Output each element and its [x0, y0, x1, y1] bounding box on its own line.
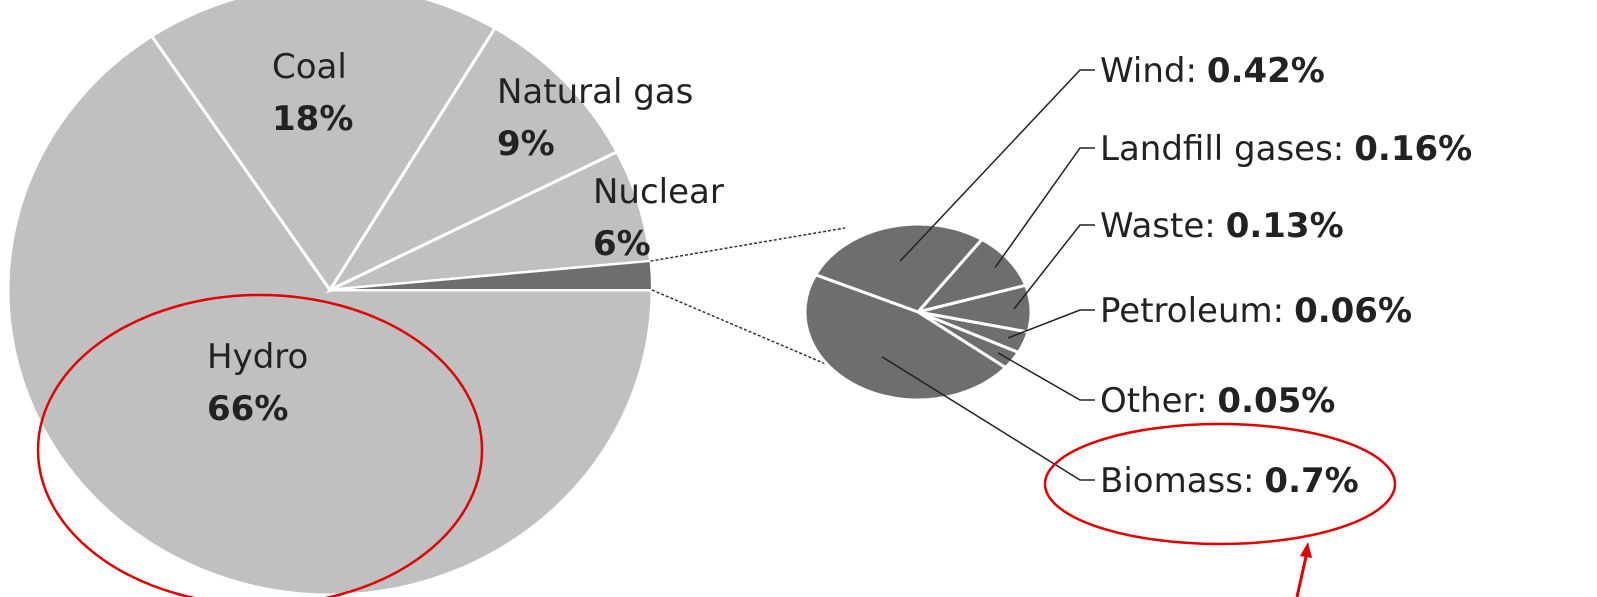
slice-value: 18% [272, 99, 353, 139]
slice-value: 0.7% [1264, 461, 1358, 501]
slice-value: 0.42% [1207, 51, 1325, 91]
slice-value: 66% [207, 389, 288, 429]
slice-label: Natural gas [497, 72, 693, 112]
main-pie [6, 0, 654, 597]
category-name: Other: [1100, 381, 1207, 421]
category-name: Waste: [1100, 206, 1216, 246]
pie-slice [149, 0, 498, 293]
slice-value: 0.05% [1217, 381, 1335, 421]
slice-label: Hydro [207, 337, 308, 377]
category-name: Petroleum: [1100, 291, 1284, 331]
leader-line [881, 356, 1095, 481]
slice-label: Coal [272, 47, 347, 87]
slice-value: 0.06% [1294, 291, 1412, 331]
arrow-head [1300, 542, 1312, 558]
slice-label: Petroleum: 0.06% [1100, 291, 1412, 331]
pie-slice [6, 34, 654, 597]
leader-line [994, 147, 1095, 268]
pie-slice [325, 26, 620, 294]
category-name: Landfill gases: [1100, 129, 1344, 169]
slice-value: 6% [593, 224, 651, 264]
slice-label: Other: 0.05% [1100, 381, 1335, 421]
secondary-pie [650, 222, 1033, 402]
pie-slice [803, 272, 1008, 402]
arrow [1295, 551, 1309, 597]
slice-value: 0.13% [1226, 206, 1344, 246]
slice-label: Biomass: 0.7% [1100, 461, 1359, 501]
slice-label: Wind: 0.42% [1100, 51, 1325, 91]
labels: Hydro 66% Coal 18% Natural gas 9% Nuclear 6% Win… [207, 47, 1472, 501]
slice-label: Waste: 0.13% [1100, 206, 1344, 246]
leader-line [899, 69, 1095, 262]
leader-line [1013, 224, 1095, 310]
category-name: Wind: [1100, 51, 1197, 91]
highlight-ellipse [36, 293, 484, 597]
slice-value: 9% [497, 124, 555, 164]
pie-slice [813, 222, 985, 314]
slice-value: 0.16% [1354, 129, 1472, 169]
other-slice [329, 259, 654, 291]
leader-line [997, 352, 1095, 401]
category-name: Biomass: [1100, 461, 1254, 501]
leader-line [1007, 309, 1095, 339]
slice-label: Nuclear [593, 172, 724, 212]
pie-slice [329, 149, 653, 292]
highlight-ellipse [1043, 422, 1397, 546]
connector [650, 227, 846, 262]
slice-label: Landfill gases: 0.16% [1100, 129, 1472, 169]
